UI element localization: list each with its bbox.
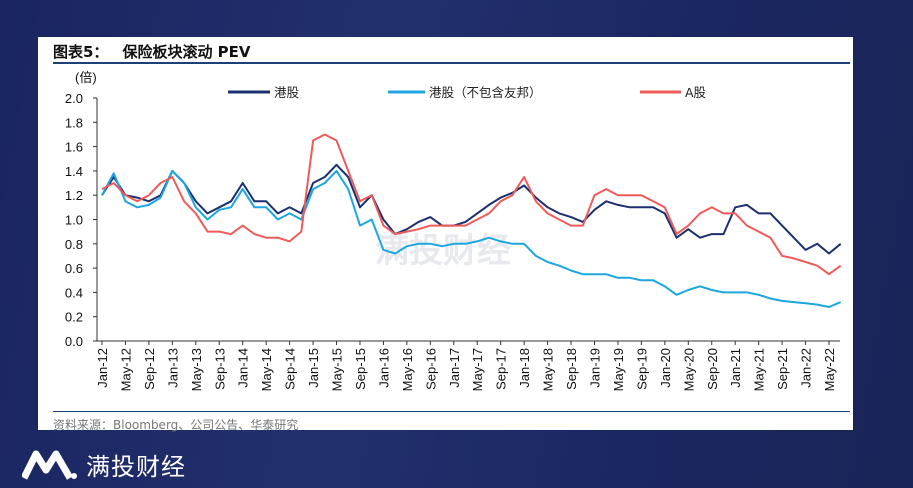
x-tick-label: Sep-21 (775, 348, 790, 390)
source-divider (53, 411, 850, 412)
x-tick-label: May-18 (541, 348, 556, 391)
x-tick-label: Sep-17 (494, 348, 509, 390)
y-tick-label: 1.2 (65, 188, 83, 203)
x-tick-label: Sep-13 (212, 348, 227, 390)
x-tick-label: May-22 (822, 348, 837, 391)
x-tick-label: May-17 (470, 348, 485, 391)
y-tick-label: 0.2 (65, 310, 83, 325)
x-tick-label: Sep-14 (283, 348, 298, 390)
y-tick-label: 2.0 (65, 91, 83, 106)
x-tick-label: Sep-15 (353, 348, 368, 390)
x-tick-label: Jan-18 (517, 348, 532, 388)
footer-logo: 满投财经 (22, 447, 186, 482)
x-tick-label: May-21 (752, 348, 767, 391)
x-tick-label: Jan-20 (658, 348, 673, 388)
series-line-hk_ex (101, 169, 842, 308)
legend-label-hk: 港股 (274, 85, 300, 100)
title-divider (53, 62, 850, 64)
x-tick-label: May-12 (118, 348, 133, 391)
x-tick-label: Jan-21 (728, 348, 743, 388)
x-tick-label: Jan-12 (95, 348, 110, 388)
y-axis-unit: (倍) (75, 70, 97, 85)
y-tick-label: 1.0 (65, 213, 83, 228)
x-tick-label: Sep-18 (564, 348, 579, 390)
x-tick-label: May-14 (259, 348, 274, 391)
figure-number: 图表5： (53, 43, 109, 61)
x-tick-label: May-15 (330, 348, 345, 391)
y-tick-label: 1.8 (65, 115, 83, 130)
x-tick-label: Jan-17 (447, 348, 462, 388)
y-tick-label: 0.4 (65, 285, 83, 300)
y-tick-label: 0.6 (65, 261, 83, 276)
y-tick-label: 0.0 (65, 334, 83, 349)
series-line-a (101, 133, 842, 276)
y-tick-label: 1.4 (65, 164, 83, 179)
x-tick-label: Sep-16 (423, 348, 438, 390)
x-tick-label: Sep-20 (705, 348, 720, 390)
y-tick-label: 1.6 (65, 140, 83, 155)
x-tick-label: Sep-12 (142, 348, 157, 390)
x-tick-label: May-13 (189, 348, 204, 391)
legend: 港股 港股（不包含友邦） A股 (228, 85, 707, 100)
x-tick-label: May-16 (400, 348, 415, 391)
x-tick-label: Jan-15 (306, 348, 321, 388)
chart-title: 图表5： 保险板块滚动 PEV (53, 41, 265, 62)
figure-title: 保险板块滚动 PEV (122, 43, 251, 61)
x-tick-label: Jan-16 (376, 348, 391, 388)
legend-label-a: A股 (685, 85, 707, 100)
x-tick-label: Jan-19 (587, 348, 602, 388)
watermark: 满投财经 (375, 231, 511, 271)
brand-logo-icon (22, 450, 77, 480)
x-tick-label: Jan-22 (799, 348, 814, 388)
legend-label-hk-ex: 港股（不包含友邦） (429, 85, 542, 100)
x-tick-label: Jan-14 (236, 348, 251, 388)
footer-brand: 满投财经 (86, 453, 186, 481)
x-tick-label: May-19 (611, 348, 626, 391)
x-tick-label: May-20 (681, 348, 696, 391)
x-tick-label: Sep-19 (634, 348, 649, 390)
source-note: 资料来源：Bloomberg、公司公告、华泰研究 (53, 418, 299, 432)
x-tick-label: Jan-13 (165, 348, 180, 388)
y-tick-label: 0.8 (65, 237, 83, 252)
series-line-hk (101, 163, 842, 255)
